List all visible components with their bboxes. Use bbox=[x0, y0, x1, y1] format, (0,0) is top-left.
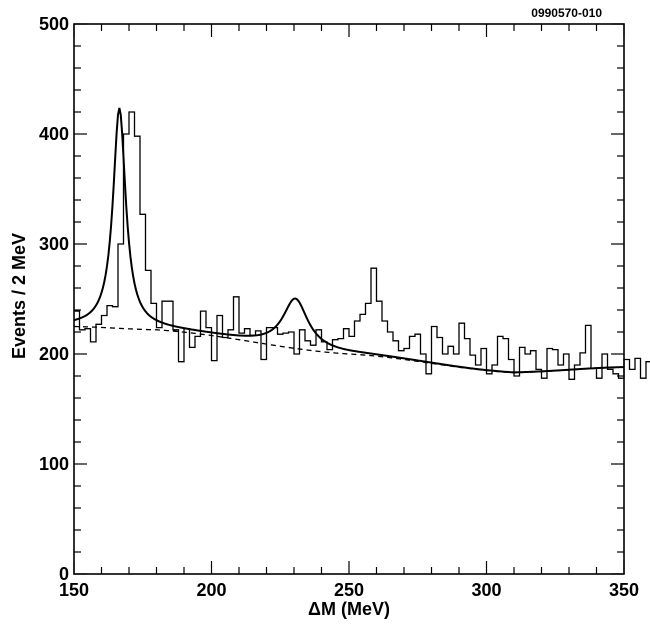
plot-border bbox=[73, 23, 625, 575]
x-tick-label: 300 bbox=[471, 580, 501, 600]
figure-id: 0990570-010 bbox=[531, 6, 602, 20]
y-axis: 0 100 200 300 400 500 bbox=[39, 14, 624, 584]
x-tick-label: 150 bbox=[59, 580, 89, 600]
x-axis-title: ΔM (MeV) bbox=[308, 599, 390, 619]
y-tick-label: 300 bbox=[39, 234, 69, 254]
x-tick-label: 200 bbox=[196, 580, 226, 600]
histogram-series bbox=[74, 111, 650, 380]
x-axis: 150 200 250 300 350 bbox=[59, 24, 639, 600]
series-layer bbox=[73, 107, 650, 380]
y-tick-label: 100 bbox=[39, 454, 69, 474]
x-tick-label: 350 bbox=[609, 580, 639, 600]
total-fit-line bbox=[73, 107, 625, 374]
plot-frame bbox=[73, 23, 625, 575]
y-tick-label: 400 bbox=[39, 124, 69, 144]
x-tick-label: 250 bbox=[334, 580, 364, 600]
y-tick-label: 200 bbox=[39, 344, 69, 364]
y-axis-title: Events / 2 MeV bbox=[9, 233, 29, 359]
y-tick-label: 500 bbox=[39, 14, 69, 34]
y-tick-label: 0 bbox=[59, 564, 69, 584]
